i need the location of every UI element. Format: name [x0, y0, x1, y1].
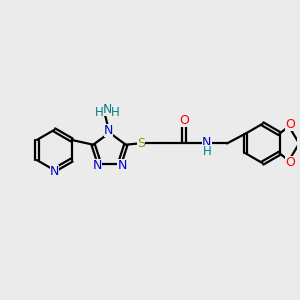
Text: N: N [50, 165, 59, 178]
Text: O: O [285, 118, 295, 131]
Text: S: S [137, 137, 145, 150]
Text: N: N [202, 136, 212, 149]
Text: H: H [95, 106, 104, 119]
Text: N: N [104, 124, 113, 137]
Text: N: N [117, 159, 127, 172]
Text: H: H [110, 106, 119, 119]
Text: N: N [92, 159, 102, 172]
Text: H: H [202, 145, 211, 158]
Text: O: O [179, 114, 189, 127]
Text: O: O [285, 156, 295, 169]
Text: N: N [103, 103, 112, 116]
